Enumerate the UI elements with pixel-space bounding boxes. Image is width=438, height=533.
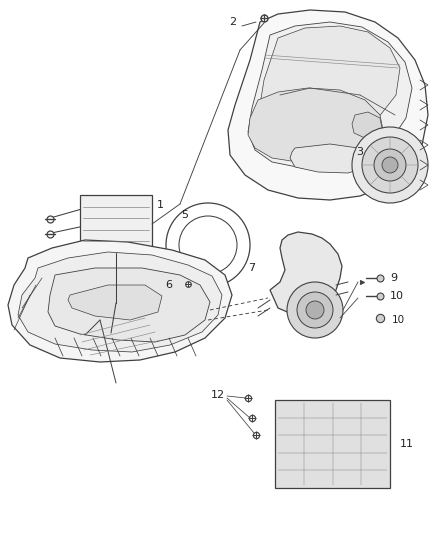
Text: 1: 1 bbox=[156, 200, 163, 210]
Circle shape bbox=[382, 157, 398, 173]
Circle shape bbox=[352, 127, 428, 203]
Circle shape bbox=[179, 216, 237, 274]
Circle shape bbox=[374, 149, 406, 181]
Polygon shape bbox=[248, 88, 384, 166]
Circle shape bbox=[362, 137, 418, 193]
Polygon shape bbox=[260, 26, 400, 138]
Polygon shape bbox=[290, 144, 368, 173]
Circle shape bbox=[306, 301, 324, 319]
Polygon shape bbox=[18, 252, 222, 352]
Polygon shape bbox=[228, 10, 428, 200]
Text: 12: 12 bbox=[211, 390, 225, 400]
Bar bbox=[80, 195, 152, 253]
Polygon shape bbox=[248, 22, 412, 170]
Text: 10: 10 bbox=[390, 291, 404, 301]
Text: 5: 5 bbox=[181, 210, 188, 220]
Bar bbox=[275, 400, 390, 488]
Polygon shape bbox=[48, 268, 210, 342]
Text: 9: 9 bbox=[390, 273, 397, 283]
Circle shape bbox=[287, 282, 343, 338]
Circle shape bbox=[297, 292, 333, 328]
Polygon shape bbox=[8, 240, 232, 362]
Text: 10: 10 bbox=[392, 315, 405, 325]
Polygon shape bbox=[270, 232, 342, 315]
Text: 6: 6 bbox=[165, 280, 172, 290]
Circle shape bbox=[166, 203, 250, 287]
Text: 3: 3 bbox=[357, 147, 364, 157]
Text: 2: 2 bbox=[229, 17, 236, 27]
Text: 7: 7 bbox=[248, 263, 255, 273]
Polygon shape bbox=[352, 112, 382, 138]
Text: 11: 11 bbox=[400, 439, 414, 449]
Polygon shape bbox=[68, 285, 162, 320]
